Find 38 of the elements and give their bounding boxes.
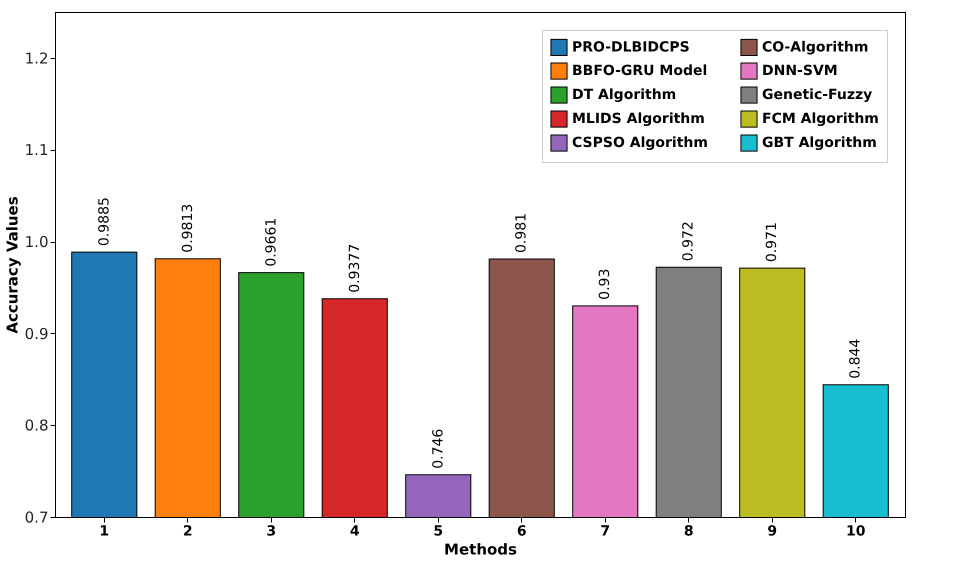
data-label: 0.981 — [514, 212, 530, 253]
data-label: 0.9885 — [96, 197, 112, 246]
y-tick-label: 0.9 — [24, 324, 48, 343]
legend-label: GBT Algorithm — [762, 135, 877, 151]
data-label: 0.844 — [848, 338, 864, 379]
x-tick-label: 3 — [266, 524, 276, 540]
legend-label: DT Algorithm — [572, 87, 676, 103]
x-tick-label: 10 — [846, 524, 866, 540]
legend-label: FCM Algorithm — [762, 111, 879, 127]
legend-label: Genetic-Fuzzy — [762, 87, 872, 103]
legend-label: MLIDS Algorithm — [572, 111, 705, 127]
legend-label: CSPSO Algorithm — [572, 135, 708, 151]
data-label: 0.972 — [680, 221, 697, 262]
x-tick-label: 2 — [182, 524, 193, 540]
data-label: 0.971 — [764, 222, 780, 262]
y-axis-title: Accuracy Values — [4, 196, 22, 334]
y-tick-label: 1.1 — [24, 141, 48, 160]
legend-label: PRO-DLBIDCPS — [572, 39, 690, 56]
x-tick-label: 6 — [516, 524, 527, 540]
legend-label: CO-Algorithm — [762, 39, 868, 56]
legend-label: BBFO-GRU Model — [572, 63, 708, 79]
data-label: 0.9813 — [180, 204, 196, 253]
y-tick-label: 0.7 — [24, 508, 48, 526]
x-tick-label: 8 — [684, 524, 694, 540]
x-tick-label: 9 — [767, 524, 778, 540]
x-tick-label: 1 — [99, 524, 110, 540]
y-tick-label: 0.8 — [24, 416, 48, 435]
y-tick-label: 1.0 — [24, 233, 48, 252]
x-tick-label: 7 — [600, 524, 610, 540]
x-tick-label: 4 — [350, 524, 360, 540]
data-label: 0.9377 — [346, 244, 363, 293]
y-tick-label: 1.2 — [24, 49, 48, 68]
data-label: 0.746 — [430, 428, 446, 469]
legend-label: DNN-SVM — [762, 63, 838, 79]
data-label: 0.9661 — [263, 218, 280, 267]
data-label: 0.93 — [597, 268, 614, 300]
x-axis-title: Methods — [444, 540, 518, 558]
x-tick-label: 5 — [433, 524, 444, 540]
